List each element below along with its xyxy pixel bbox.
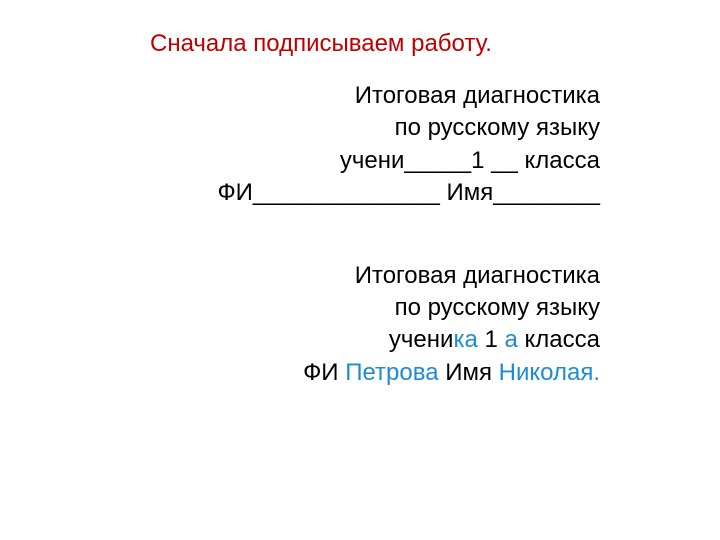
example-l4-name-value: Николая. xyxy=(499,359,600,386)
example-line-4: ФИ Петрова Имя Николая. xyxy=(0,357,600,389)
example-line-2: по русскому языку xyxy=(0,292,600,324)
example-l4-name-label: Имя xyxy=(439,359,499,386)
template-line-1: Итоговая диагностика xyxy=(0,80,600,112)
example-l3-letter: а xyxy=(505,326,518,353)
example-l3-num: 1 xyxy=(478,326,505,353)
example-l3-post: класса xyxy=(518,326,600,353)
example-l4-fi-value: Петрова xyxy=(345,359,438,386)
example-line-1: Итоговая диагностика xyxy=(0,260,600,292)
example-l4-fi-label: ФИ xyxy=(303,359,345,386)
template-line-3: учени_____1 __ класса xyxy=(0,145,600,177)
instruction-title: Сначала подписываем работу. xyxy=(0,30,720,58)
template-line-2: по русскому языку xyxy=(0,112,600,144)
example-l3-suffix: ка xyxy=(453,326,477,353)
template-block: Итоговая диагностика по русскому языку у… xyxy=(0,80,720,210)
example-l3-pre: учени xyxy=(389,326,454,353)
example-block: Итоговая диагностика по русскому языку у… xyxy=(0,260,720,390)
example-line-3: ученика 1 а класса xyxy=(0,324,600,356)
template-line-4: ФИ______________ Имя________ xyxy=(0,177,600,209)
